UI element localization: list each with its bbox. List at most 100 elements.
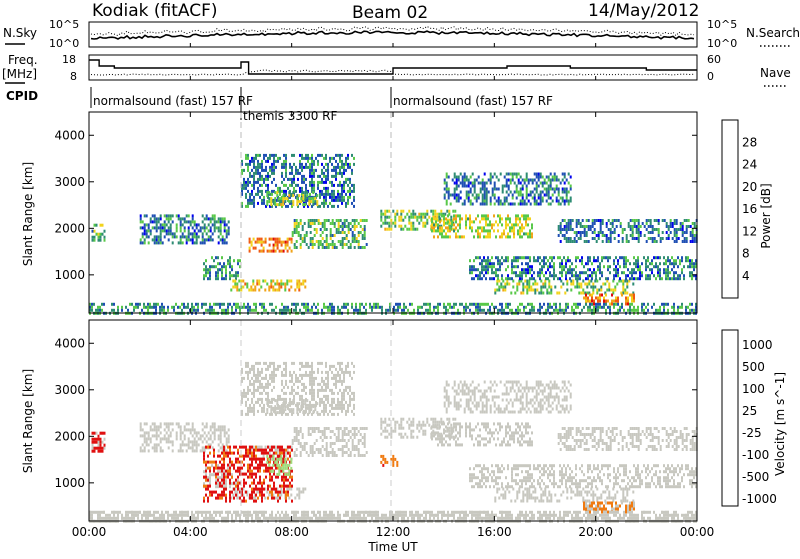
power-cell-3537 — [641, 306, 643, 309]
power-cell-2622 — [673, 265, 675, 268]
power-cell-926 — [337, 193, 339, 196]
velocity-cell-889 — [345, 389, 347, 392]
power-cell-1207 — [342, 231, 344, 234]
power-cell-3262 — [381, 306, 383, 309]
power-cell-2840 — [640, 225, 642, 228]
power-cell-1884 — [538, 179, 540, 182]
power-cell-803 — [311, 178, 313, 181]
velocity-cell-804 — [327, 380, 329, 383]
power-cell-370 — [262, 280, 264, 283]
power-cell-592 — [263, 202, 265, 205]
velocity-cell-255 — [211, 464, 213, 467]
power-cell-2754 — [596, 219, 598, 222]
velocity-cell-512 — [257, 389, 259, 392]
power-cell-2025 — [528, 286, 530, 289]
power-cell-1756 — [490, 203, 492, 206]
velocity-cell-860 — [339, 401, 341, 404]
power-cell-3430 — [539, 306, 541, 309]
power-cell-2606 — [667, 259, 669, 262]
power-cell-62 — [154, 238, 156, 241]
velocity-cell-951 — [286, 405, 288, 408]
velocity-cell-1140 — [356, 433, 358, 436]
power-cell-1564 — [507, 217, 509, 220]
power-cell-1880 — [536, 200, 538, 203]
power-cell-2392 — [561, 259, 563, 262]
power-cell-3135 — [255, 306, 257, 309]
power-cell-234 — [218, 226, 220, 229]
velocity-cell-582 — [273, 374, 275, 377]
power-cell-2823 — [634, 219, 636, 222]
velocity-cell-501 — [255, 377, 257, 380]
power-cell-1174 — [330, 231, 332, 234]
power-cell-2338 — [533, 271, 535, 274]
power-cell-3360 — [475, 306, 477, 309]
velocity-cell-138 — [188, 443, 190, 446]
power-cell-1178 — [332, 219, 334, 222]
power-cell-160 — [190, 220, 192, 223]
velocity-cell-1000 — [296, 448, 298, 451]
power-cell-756 — [303, 157, 305, 160]
power-cell-2468 — [597, 265, 599, 268]
power-cell-2082 — [582, 280, 584, 283]
power-cell-555 — [257, 163, 259, 166]
power-cell-2192 — [633, 297, 635, 300]
power-cell-547 — [255, 157, 257, 160]
velocity-cell-513 — [257, 398, 259, 401]
power-cell-2561 — [645, 274, 647, 277]
power-cell-1707 — [474, 182, 476, 185]
freq-label-line2: [MHz] — [2, 67, 37, 81]
power-cell-3429 — [539, 303, 541, 306]
velocity-cell-1343 — [459, 434, 461, 437]
power-cell-2497 — [615, 265, 617, 268]
velocity-cell-1246 — [432, 421, 434, 424]
velocity-cell-997 — [296, 433, 298, 436]
power-cell-3440 — [547, 309, 549, 312]
power-cell-3144 — [263, 309, 265, 312]
power-cell-3588 — [689, 309, 691, 312]
power-cell-472 — [287, 250, 289, 253]
velocity-cell-1342 — [459, 431, 461, 434]
power-cell-594 — [265, 160, 267, 163]
power-cell-1335 — [410, 228, 412, 231]
power-cell-735 — [299, 154, 301, 157]
power-cell-1573 — [511, 223, 513, 226]
power-cell-1040 — [290, 200, 292, 203]
power-cell-3505 — [609, 306, 611, 309]
power-cell-1993 — [502, 286, 504, 289]
power-cell-308 — [223, 277, 225, 280]
power-cell-907 — [333, 193, 335, 196]
power-cell-974 — [347, 157, 349, 160]
power-cell-2070 — [572, 280, 574, 283]
power-cell-375 — [268, 289, 270, 292]
power-cell-551 — [255, 181, 257, 184]
velocity-cell-373 — [302, 488, 304, 491]
power-cell-568 — [259, 172, 261, 175]
power-cell-322 — [229, 277, 231, 280]
power-cell-3493 — [597, 303, 599, 306]
power-cell-392 — [280, 286, 282, 289]
velocity-cell-24 — [142, 428, 144, 431]
power-cell-2351 — [541, 259, 543, 262]
power-cell-2654 — [689, 274, 691, 277]
velocity-cell-1058 — [324, 433, 326, 436]
power-cell-1068 — [312, 191, 314, 194]
power-cell-1724 — [482, 179, 484, 182]
power-cell-368 — [258, 289, 260, 292]
power-cell-1212 — [344, 219, 346, 222]
power-cell-2585 — [657, 268, 659, 271]
power-cell-343 — [236, 283, 238, 286]
power-cell-2848 — [646, 228, 648, 231]
velocity-cell-761 — [317, 392, 319, 395]
velocity-cell-659 — [293, 389, 295, 392]
power-cell-3428 — [537, 309, 539, 312]
power-cell-1928 — [552, 176, 554, 179]
power-cell-81 — [160, 226, 162, 229]
power-cell-1664 — [458, 197, 460, 200]
power-cell-2918 — [682, 231, 684, 234]
power-cell-2631 — [677, 265, 679, 268]
power-cell-2088 — [586, 286, 588, 289]
power-cell-906 — [333, 190, 335, 193]
power-cell-3114 — [235, 306, 237, 309]
power-cell-566 — [259, 163, 261, 166]
power-cell-2442 — [585, 271, 587, 274]
